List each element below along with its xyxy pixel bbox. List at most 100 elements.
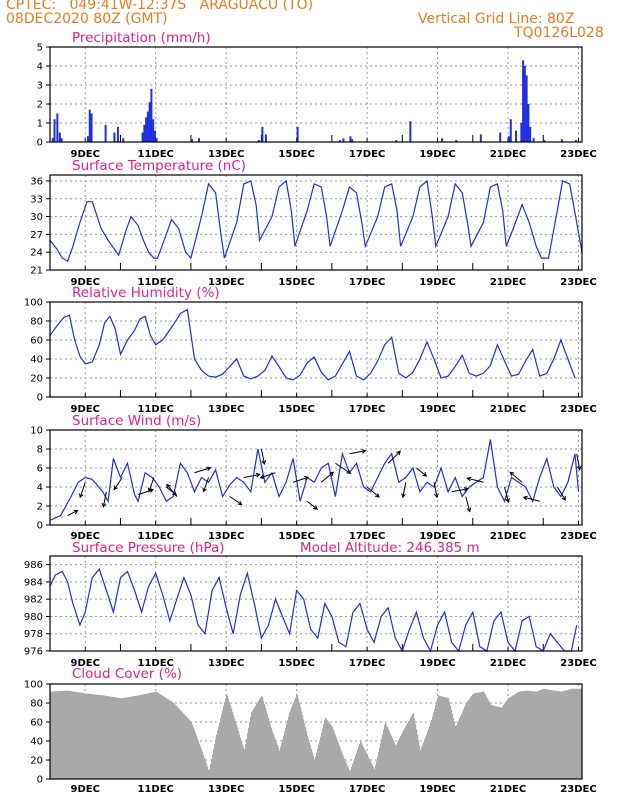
- cloud-bar: [553, 690, 555, 779]
- date-label: 15DEC: [278, 277, 314, 288]
- date-label: 11DEC: [138, 658, 174, 669]
- wind-arrow-head: [329, 471, 335, 477]
- wind-arrow: [523, 496, 540, 502]
- cloud-bar: [393, 740, 395, 779]
- cloud-bar: [81, 692, 83, 779]
- cloud-bar: [497, 706, 499, 779]
- cloud-bar: [320, 736, 322, 779]
- wind-arrow: [320, 471, 334, 483]
- cloud-bar: [311, 749, 313, 779]
- precip-bar: [508, 136, 511, 142]
- cloud-bar: [79, 692, 81, 779]
- y-tick-label: 5: [37, 43, 43, 54]
- cloud-bar: [453, 717, 455, 779]
- wind-arrow-head: [346, 469, 352, 474]
- date-label: 11DEC: [138, 277, 174, 288]
- cloud-bar: [97, 694, 99, 779]
- cloud-bar: [492, 705, 494, 779]
- cloud-bar: [147, 693, 149, 779]
- wind-arrow: [402, 482, 407, 498]
- cloud-bar: [420, 750, 422, 779]
- panel-annotation: Model Altitude: 246.385 m: [300, 540, 480, 556]
- cloud-bar: [281, 742, 283, 779]
- cloud-bar: [379, 747, 381, 779]
- cloud-bar: [220, 718, 222, 779]
- cloud-bar: [219, 722, 221, 779]
- cloud-bar: [539, 690, 541, 779]
- date-label: 9DEC: [71, 531, 100, 542]
- precip-bar: [520, 123, 523, 142]
- y-tick-label: 20: [30, 756, 43, 767]
- cloud-bar: [408, 721, 410, 779]
- cloud-bar: [580, 688, 582, 779]
- wind-arrow: [556, 486, 566, 501]
- cloud-bar: [512, 695, 514, 779]
- cloud-bar: [224, 702, 226, 779]
- cloud-bar: [463, 709, 465, 779]
- cloud-bar: [468, 699, 470, 779]
- cloud-bar: [123, 697, 125, 779]
- cloud-bar: [355, 755, 357, 779]
- cloud-bar: [164, 696, 166, 779]
- cloud-bar: [528, 690, 530, 779]
- cloud-bar: [177, 706, 179, 779]
- precip-bar: [338, 140, 341, 142]
- precip-bar: [122, 138, 125, 142]
- cloud-bar: [363, 746, 365, 779]
- cloud-bar: [540, 690, 542, 779]
- cloud-bar: [140, 694, 142, 779]
- panel-frame: [49, 46, 583, 143]
- cloud-bar: [61, 691, 63, 779]
- cloud-bar: [334, 732, 336, 779]
- cloud-bar: [253, 708, 255, 779]
- date-label: 23DEC: [560, 149, 596, 160]
- cloud-bar: [534, 691, 536, 779]
- precip-bar: [150, 88, 153, 142]
- cloud-bar: [111, 696, 113, 779]
- cloud-bar: [429, 726, 431, 779]
- y-tick-label: 1: [37, 119, 43, 130]
- precip-bar: [522, 60, 525, 142]
- panel-title: Precipitation (mm/h): [72, 30, 211, 46]
- date-label: 9DEC: [71, 784, 100, 795]
- cloud-bar: [170, 700, 172, 779]
- cloud-bar: [579, 688, 581, 779]
- cloud-bar: [521, 691, 523, 779]
- cloud-bar: [53, 691, 55, 779]
- y-tick-label: 27: [30, 230, 43, 241]
- date-label: 11DEC: [138, 149, 174, 160]
- wind-arrow: [416, 467, 427, 477]
- cloud-bar: [108, 696, 110, 779]
- cloud-bar: [488, 700, 490, 779]
- header-date: 08DEC2020 80Z (GMT): [6, 11, 168, 27]
- cloud-bar: [403, 730, 405, 779]
- cloud-bar: [576, 688, 578, 779]
- cloud-bar: [264, 704, 266, 779]
- cloud-bar: [216, 734, 218, 779]
- cloud-bar: [504, 703, 506, 779]
- y-tick-label: 60: [30, 718, 43, 729]
- cloud-bar: [522, 691, 524, 779]
- date-label: 17DEC: [349, 149, 385, 160]
- wind-arrow-head: [255, 472, 261, 478]
- cloud-bar: [292, 704, 294, 779]
- y-tick-label: 21: [30, 266, 43, 277]
- wind-arrow: [306, 500, 318, 510]
- cloud-bar: [474, 693, 476, 779]
- cloud-bar: [455, 726, 457, 779]
- cloud-bar: [484, 692, 486, 779]
- cloud-bar: [90, 694, 92, 779]
- cloud-bar: [286, 724, 288, 779]
- date-label: 11DEC: [138, 531, 174, 542]
- wind-arrow-head: [206, 466, 212, 471]
- cloud-bar: [139, 695, 141, 779]
- precip-bar: [51, 138, 54, 142]
- y-tick-label: 100: [24, 680, 43, 691]
- cloud-bar: [215, 739, 217, 779]
- cloud-bar: [486, 696, 488, 779]
- cloud-bar: [530, 691, 532, 779]
- wind-arrow-head: [466, 507, 472, 513]
- cloud-bar: [124, 697, 126, 779]
- precip-bar: [90, 113, 93, 142]
- cloud-bar: [121, 698, 123, 779]
